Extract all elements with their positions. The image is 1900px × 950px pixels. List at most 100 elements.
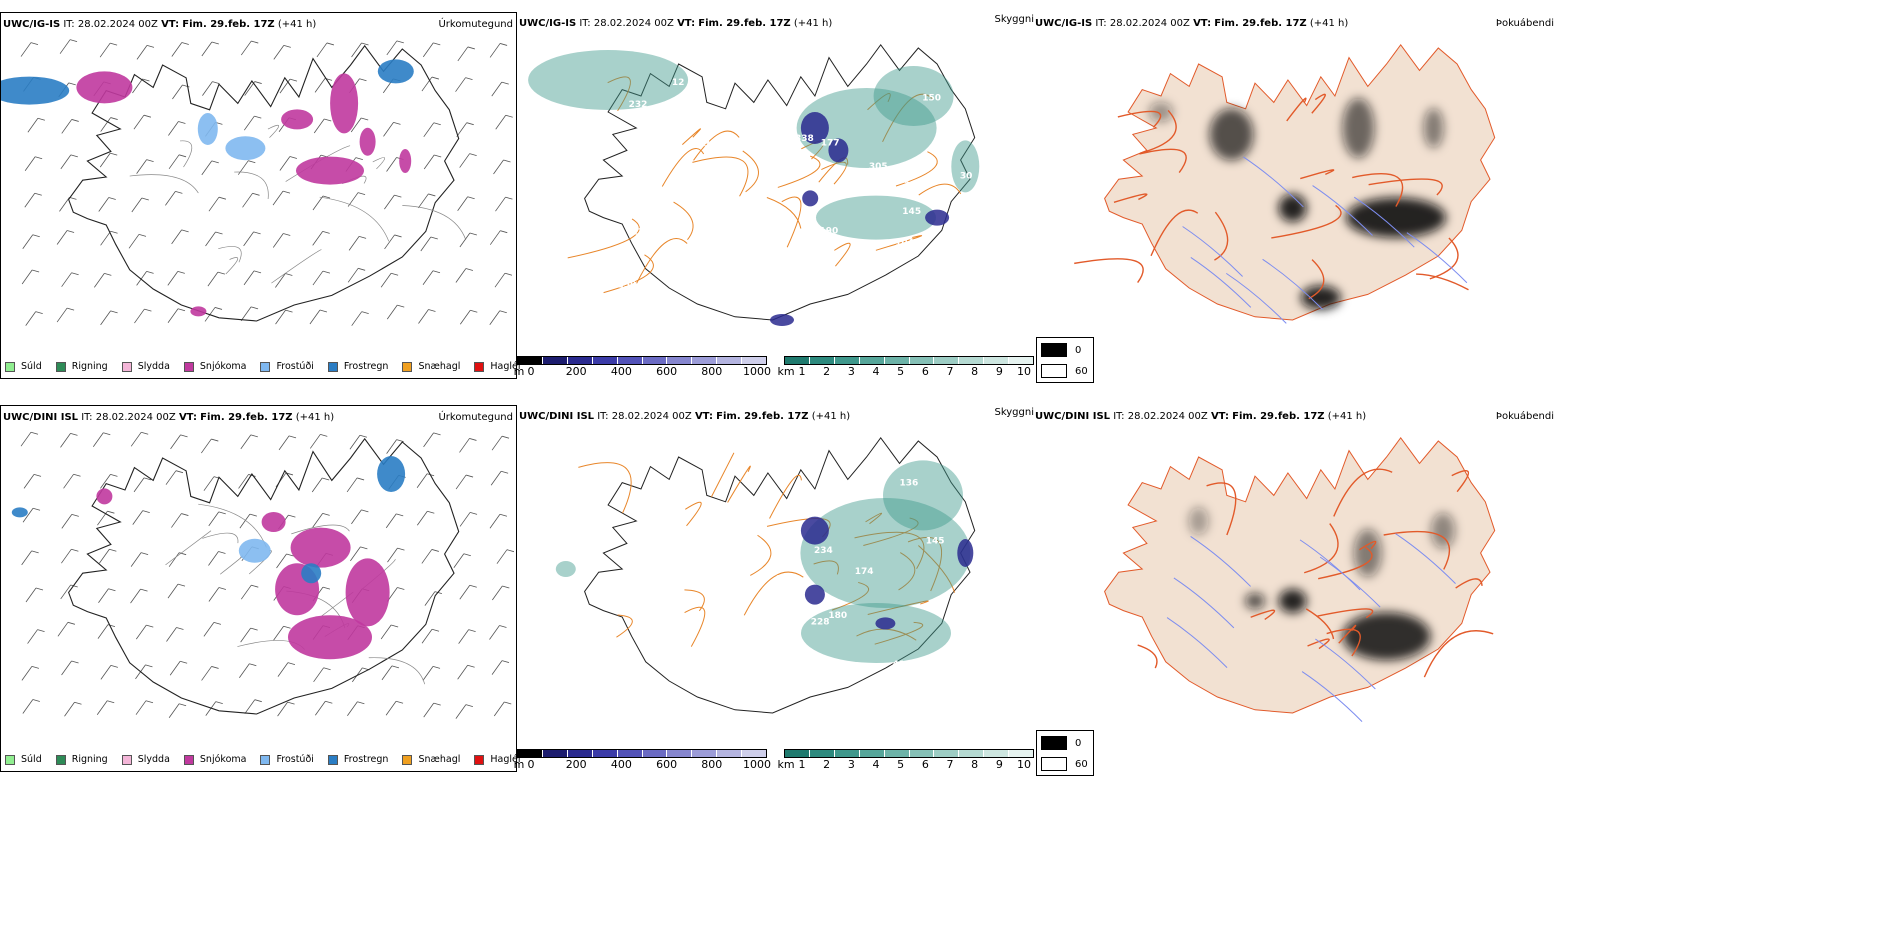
fog-key-swatch	[1041, 364, 1067, 378]
wind-barb	[348, 235, 367, 251]
legend-label: Frostregn	[343, 361, 389, 372]
wind-barb	[130, 431, 149, 447]
wind-barb	[240, 40, 259, 56]
wind-barb	[380, 272, 399, 288]
wind-barb	[239, 513, 257, 529]
road-line	[1368, 178, 1443, 196]
scale-tick: 200	[565, 758, 587, 771]
wind-barb	[491, 435, 510, 451]
wind-barb	[347, 701, 365, 716]
scale-bin	[809, 750, 835, 757]
legend-swatch	[55, 361, 66, 372]
road-line	[1300, 169, 1335, 180]
road-line	[742, 150, 759, 193]
scale-strip	[517, 356, 767, 365]
wind-barb	[99, 548, 117, 564]
wind-barb	[100, 230, 118, 246]
wind-barb	[24, 192, 42, 208]
panel-header: UWC/IG-IS IT: 28.02.2024 00Z VT: Fim. 29…	[1035, 18, 1349, 29]
fog-area	[1423, 108, 1444, 148]
wind-barb	[60, 584, 78, 600]
road-line	[1318, 546, 1373, 580]
wind-barb	[421, 549, 439, 564]
scale-tick: 5	[897, 365, 905, 378]
wind-barb	[351, 311, 369, 326]
scale-strip	[784, 356, 1034, 365]
scale-bin	[567, 750, 593, 757]
wind-barb	[494, 272, 513, 288]
legend-label: Slydda	[137, 361, 170, 372]
wind-barb	[130, 588, 148, 604]
wind-barb	[132, 510, 150, 525]
legend-item: Frostregn	[327, 754, 388, 765]
road-line	[372, 157, 385, 170]
fog-key-swatch	[1041, 343, 1067, 357]
road-line	[907, 537, 943, 592]
wind-barb	[490, 470, 509, 486]
scale-bin	[642, 750, 668, 757]
river-line	[1353, 196, 1415, 248]
visibility-value-label: 310	[799, 489, 818, 499]
wind-barb	[135, 624, 154, 640]
road-line	[875, 235, 923, 251]
scale-bin	[567, 357, 593, 364]
wind-barb	[387, 547, 405, 563]
scale-bin	[617, 750, 643, 757]
visibility-value-label: 16	[826, 273, 839, 283]
legend-label: Haglél	[490, 361, 521, 372]
road-line	[1250, 609, 1276, 621]
scale-bin	[834, 750, 860, 757]
visibility-value-label: 17	[961, 240, 974, 250]
wind-barb	[455, 474, 474, 490]
river-line	[1301, 671, 1363, 722]
scale-bin	[518, 750, 543, 757]
road-line	[813, 560, 839, 575]
fog-key-row: 60	[1041, 362, 1089, 380]
scale-bin	[592, 357, 618, 364]
visibility-value-label: 149	[776, 575, 795, 585]
scale-bin	[859, 357, 885, 364]
scale-bin	[742, 357, 767, 364]
scale-tick: 1000	[743, 758, 771, 771]
wind-barb	[459, 309, 478, 325]
wind-barb	[385, 513, 404, 529]
wind-barb	[23, 474, 42, 489]
road-line	[1352, 173, 1404, 207]
precip-area	[281, 109, 314, 130]
wind-barb	[20, 42, 39, 57]
road-line	[267, 124, 280, 138]
road-line	[234, 171, 269, 200]
wind-barb	[240, 434, 258, 450]
visibility-value-label: 180	[828, 611, 847, 621]
road-line	[898, 552, 916, 591]
river-line	[1315, 638, 1376, 690]
scale-tick: 800	[701, 365, 723, 378]
legend-label: Rigning	[71, 361, 108, 372]
road-line	[578, 462, 632, 514]
scale-tick: 9	[995, 365, 1003, 378]
legend-label: Frostúði	[276, 754, 314, 765]
legend-item: Frostúði	[260, 361, 314, 372]
road-line	[636, 238, 688, 284]
wind-barb	[21, 550, 39, 566]
wind-barb	[312, 195, 331, 211]
legend-label: Snjókoma	[199, 754, 247, 765]
wind-barb	[385, 700, 404, 716]
scale-tick: 2	[823, 365, 831, 378]
road-line	[129, 174, 199, 194]
legend-item: Súld	[5, 754, 42, 765]
fog-area	[1346, 197, 1446, 238]
scale-bin	[692, 750, 718, 757]
wind-barb	[386, 40, 404, 56]
legend-swatch	[474, 754, 485, 765]
river-line	[1395, 533, 1456, 585]
river-line	[1226, 272, 1287, 324]
scale-tick: 4	[872, 758, 880, 771]
wind-barb	[201, 160, 219, 176]
wind-barb	[312, 512, 330, 528]
road-line	[1271, 204, 1342, 239]
wind-barb	[316, 42, 335, 58]
visibility-area	[816, 195, 936, 240]
legend-label: Frostúði	[276, 361, 314, 372]
wind-barb	[453, 553, 471, 568]
